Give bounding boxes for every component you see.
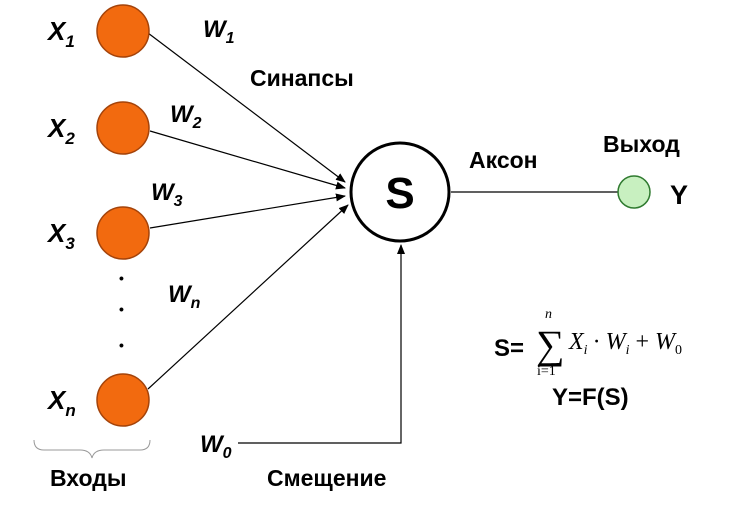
ellipsis-dot: •: [119, 301, 124, 317]
output-label: Выход: [603, 131, 680, 157]
ellipsis-dot: •: [119, 337, 124, 353]
activation-formula: Y=F(S): [552, 384, 629, 411]
input-node-n: [96, 373, 150, 427]
synapses-label: Синапсы: [250, 65, 354, 91]
inputs-group-label: Входы: [50, 465, 127, 491]
ellipsis-dot: •: [119, 270, 124, 286]
input-label-2: X2: [46, 113, 75, 148]
inputs-brace: [33, 439, 151, 459]
axon-label: Аксон: [469, 147, 538, 173]
weight-label-1: W1: [203, 16, 235, 47]
neuron-symbol: S: [385, 169, 414, 218]
weight-label-0: W0: [200, 431, 232, 462]
formula-lhs: S=: [494, 335, 524, 362]
sum-formula: S= n ∑ i=1 Xi · Wi + W0: [494, 307, 682, 379]
input-node-3: [96, 206, 150, 260]
bias-line: [238, 244, 405, 444]
formula-sum-upper: n: [545, 307, 552, 322]
neuron-body: [349, 141, 451, 243]
formula-term: Xi · Wi + W0: [568, 329, 682, 358]
input-label-n: Xn: [46, 385, 76, 420]
weight-label-3: W3: [151, 179, 183, 210]
input-label-1: X1: [46, 16, 75, 51]
synapse-line-n: [147, 204, 349, 390]
formula-sigma: ∑: [536, 322, 565, 367]
weight-label-2: W2: [170, 101, 202, 132]
synapse-line-3: [149, 193, 346, 229]
formula-sum-lower: i=1: [537, 364, 556, 379]
input-node-1: [96, 4, 150, 58]
output-symbol: Y: [670, 180, 688, 210]
synapse-line-2: [149, 130, 346, 190]
input-node-2: [96, 101, 150, 155]
bias-label: Смещение: [267, 465, 386, 491]
weight-label-n: Wn: [168, 281, 201, 312]
input-label-3: X3: [46, 218, 75, 253]
output-node: [617, 175, 651, 209]
synapse-line-1: [147, 32, 346, 183]
